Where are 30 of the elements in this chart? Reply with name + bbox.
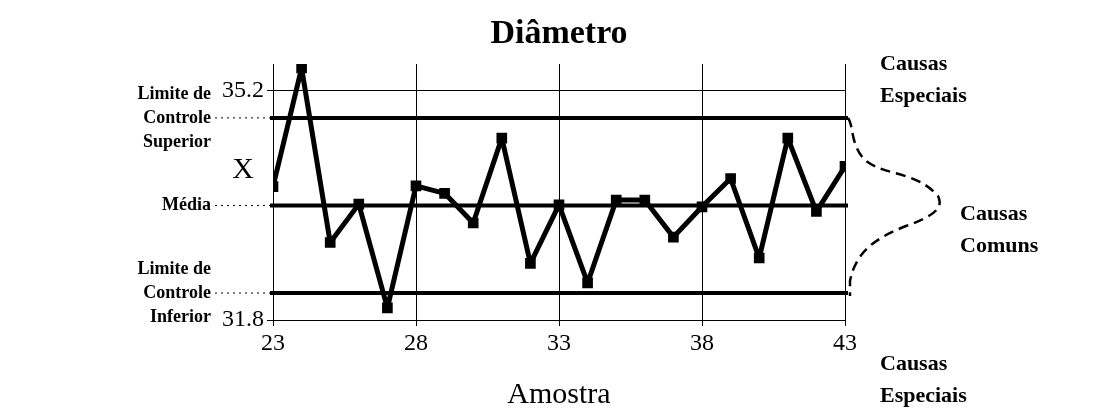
text: Causas Especiais: [880, 49, 968, 107]
point: [467, 217, 479, 229]
point: [811, 206, 822, 217]
chart-title: Diâmetro: [490, 12, 628, 50]
y-tick-label: 35.2: [222, 76, 264, 103]
point: [725, 173, 736, 184]
x-tick-label: 28: [404, 328, 428, 355]
point: [496, 132, 508, 144]
point: [382, 302, 393, 314]
x-tick-label: 33: [547, 328, 571, 355]
point: [525, 258, 536, 269]
point: [296, 64, 307, 74]
x-tick-label: 43: [833, 328, 857, 355]
y-tick-label: 31.8: [222, 305, 264, 332]
ref-line-label: Média: [162, 194, 211, 215]
text: Causas Especiais: [880, 349, 968, 407]
text: Causas Comuns: [960, 199, 1039, 257]
point: [668, 231, 679, 243]
point: [324, 237, 336, 248]
x-tick-label: 23: [261, 328, 285, 355]
point: [439, 188, 450, 199]
ref-line-label: Limite de Controle Inferior: [137, 257, 211, 326]
x-axis-title: Amostra: [507, 375, 611, 409]
y-axis-title: X: [232, 150, 255, 184]
ref-line-label: Limite de Controle Superior: [137, 82, 211, 151]
x-tick-label: 38: [690, 328, 714, 355]
point: [410, 180, 422, 192]
point: [753, 252, 765, 264]
point: [782, 132, 794, 144]
point: [582, 277, 593, 289]
